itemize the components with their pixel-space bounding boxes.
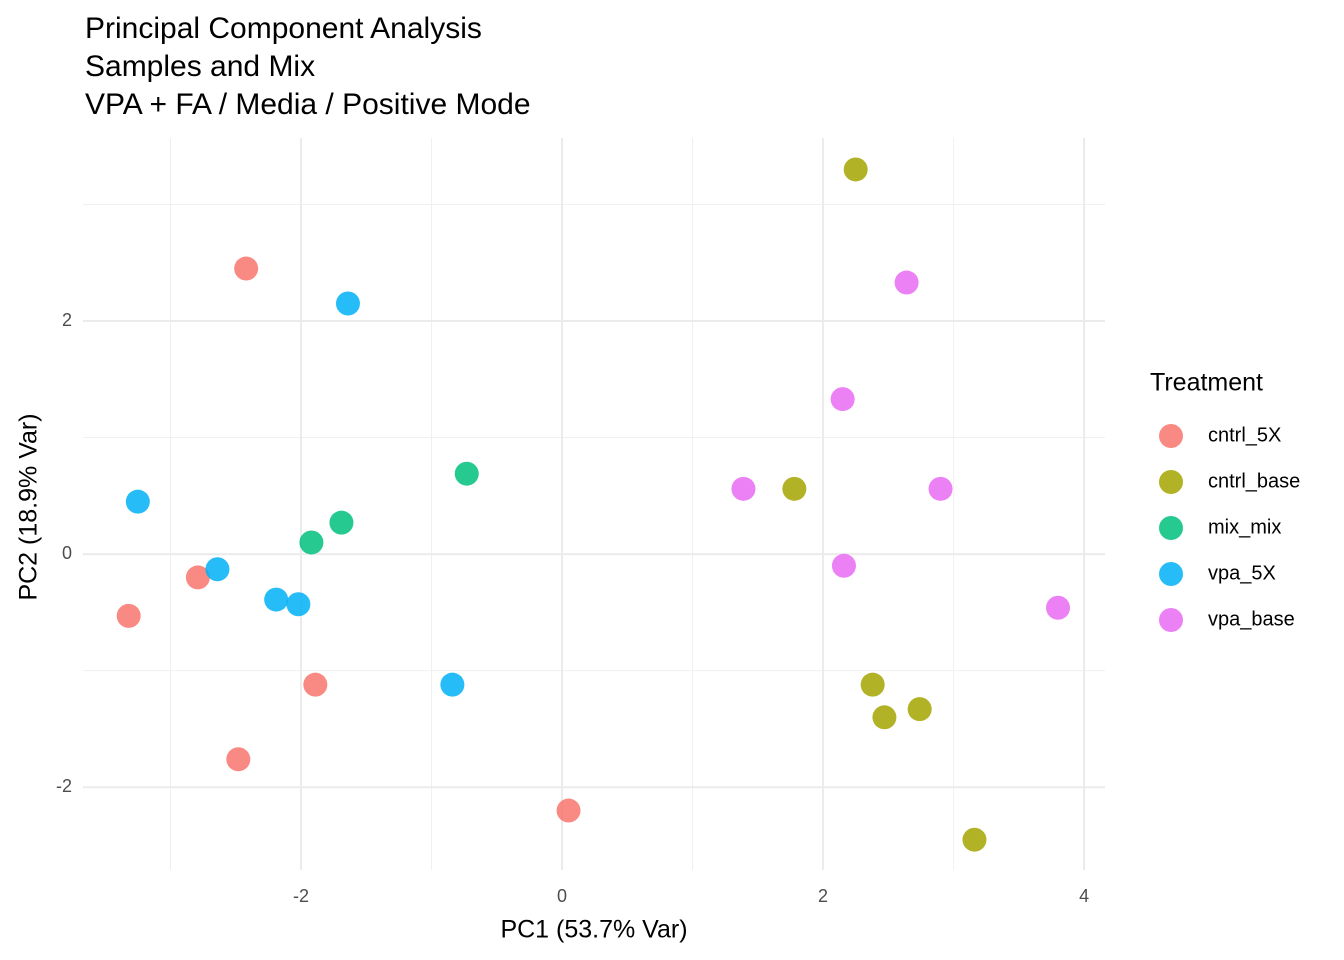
point: [894, 270, 919, 295]
point: [205, 557, 230, 582]
point: [125, 489, 150, 514]
point: [226, 747, 251, 772]
point: [234, 256, 259, 281]
legend-key: [1159, 562, 1183, 586]
chart-subtitle: Samples and Mix: [85, 50, 315, 83]
legend-label: cntrl_5X: [1208, 424, 1281, 446]
x-tick-label: 2: [818, 886, 828, 906]
point: [185, 565, 210, 590]
legend-key: [1159, 516, 1183, 540]
point: [1046, 595, 1071, 620]
point: [731, 476, 756, 501]
y-tick-label: -2: [56, 776, 72, 796]
point: [860, 672, 885, 697]
x-tick-label: 0: [557, 886, 567, 906]
point: [831, 553, 856, 578]
legend-key: [1159, 470, 1183, 494]
x-axis-label: PC1 (53.7% Var): [500, 916, 687, 944]
point: [303, 672, 328, 697]
point: [843, 157, 868, 182]
point: [830, 387, 855, 412]
point: [872, 705, 897, 730]
point: [907, 697, 932, 722]
point: [556, 798, 581, 823]
legend-label: mix_mix: [1208, 516, 1281, 538]
x-tick-label: 4: [1079, 886, 1089, 906]
y-tick-label: 2: [62, 310, 72, 330]
legend-label: cntrl_base: [1208, 470, 1300, 492]
chart-subtitle: VPA + FA / Media / Positive Mode: [85, 88, 531, 121]
point: [782, 476, 807, 501]
legend-label: vpa_base: [1208, 608, 1295, 630]
point: [329, 510, 354, 535]
point: [335, 291, 360, 316]
grid: [83, 138, 1105, 870]
points: [116, 157, 1071, 852]
point: [299, 530, 324, 555]
legend-label: vpa_5X: [1208, 562, 1276, 584]
point: [928, 476, 953, 501]
point: [116, 603, 141, 628]
point: [286, 592, 311, 617]
legend-title: Treatment: [1150, 369, 1263, 397]
point: [440, 672, 465, 697]
y-tick-label: 0: [62, 543, 72, 563]
legend-key: [1159, 424, 1183, 448]
point: [962, 827, 987, 852]
chart-title: Principal Component Analysis: [85, 12, 482, 45]
legend-key: [1159, 608, 1183, 632]
x-tick-label: -2: [293, 886, 309, 906]
point: [454, 461, 479, 486]
point: [264, 587, 289, 612]
y-axis-label: PC2 (18.9% Var): [15, 413, 43, 600]
